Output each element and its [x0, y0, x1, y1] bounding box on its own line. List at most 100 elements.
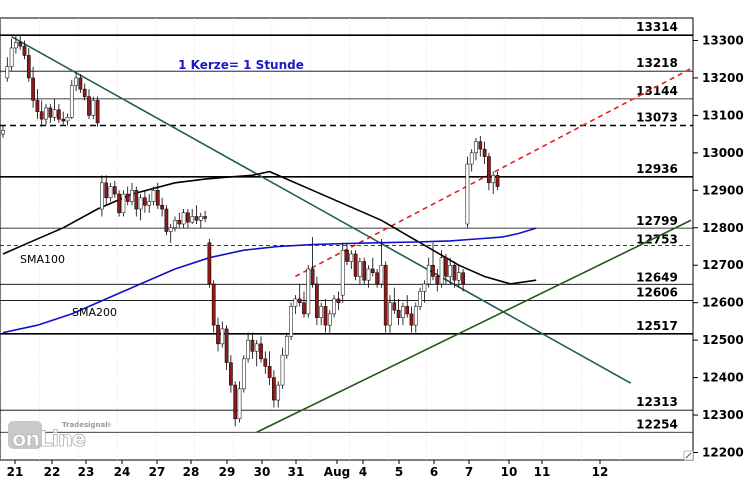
candle-body-18 [78, 77, 83, 90]
candle-28 [121, 190, 126, 217]
candle-15 [65, 113, 70, 126]
candle-115 [495, 171, 500, 191]
candle-111 [478, 135, 483, 157]
candle-body-45 [194, 216, 199, 221]
candle-58 [250, 332, 255, 359]
candle-body-50 [216, 324, 220, 345]
candle-body-87 [375, 272, 379, 285]
candle-body-67 [289, 306, 293, 337]
candle-97 [418, 287, 422, 311]
candle-20 [87, 89, 91, 120]
candle-body-47 [203, 216, 207, 219]
tradesignal-online-logo: Tradesignal ® onLine [8, 421, 112, 451]
candle-body-64 [276, 384, 281, 401]
candle-69 [297, 283, 302, 307]
candle-72 [310, 237, 315, 288]
candle-body-39 [168, 227, 173, 232]
candle-body-24 [104, 182, 109, 199]
candle-body-110 [474, 141, 478, 154]
candle-body-10 [44, 107, 48, 120]
candle-65 [280, 347, 285, 389]
candle-body-93 [401, 306, 405, 318]
candle-body-21 [91, 100, 96, 116]
candle-60 [259, 336, 263, 363]
candle-70 [302, 291, 306, 318]
candle-body-85 [366, 268, 371, 281]
candle-body-1 [5, 66, 10, 79]
candle-26 [112, 180, 117, 198]
candle-body-8 [35, 100, 40, 112]
candle-body-66 [284, 336, 289, 356]
candle-body-59 [254, 343, 259, 352]
x-tick-label-6: 29 [219, 465, 236, 479]
candle-23 [100, 175, 104, 217]
candle-body-28 [121, 193, 126, 214]
candle-body-74 [319, 306, 324, 318]
candle-body-17 [74, 77, 78, 86]
sma100-label: SMA100 [20, 253, 65, 266]
candle-56 [241, 355, 246, 393]
candle-body-115 [495, 175, 500, 187]
x-tick-label-2: 23 [78, 465, 95, 479]
candle-53 [229, 355, 233, 393]
candle-77 [332, 295, 336, 318]
candle-body-60 [259, 343, 263, 360]
candle-100 [431, 242, 435, 281]
level-label-13218: 13218 [636, 56, 678, 70]
resistance-trendline [295, 67, 692, 278]
candle-114 [491, 171, 496, 195]
y-tick-label-12600: 12600 [702, 296, 744, 310]
candle-82 [353, 250, 358, 281]
logo-product: onLine [12, 427, 86, 451]
candle-50 [216, 317, 220, 352]
candle-37 [160, 197, 164, 217]
candle-body-23 [100, 182, 104, 210]
candle-91 [392, 287, 397, 314]
x-tick-label-16: 12 [592, 465, 609, 479]
candle-49 [211, 280, 216, 333]
candle-64 [276, 381, 281, 408]
candle-46 [198, 212, 203, 228]
candle-9 [39, 100, 44, 127]
candle-body-16 [69, 85, 74, 118]
candle-98 [422, 280, 427, 303]
candle-body-31 [134, 190, 139, 210]
candle-body-48 [207, 242, 212, 285]
candle-body-114 [491, 175, 496, 184]
x-tick-label-13: 7 [465, 465, 473, 479]
candle-body-34 [147, 201, 152, 206]
grid-layer [0, 17, 694, 461]
y-tick-label-13200: 13200 [702, 71, 744, 85]
resize-corner-icon[interactable] [683, 450, 694, 461]
candle-99 [426, 257, 431, 288]
x-tick-label-4: 27 [149, 465, 166, 479]
y-tick-label-12400: 12400 [702, 371, 744, 385]
candle-44 [190, 209, 195, 225]
x-tick-label-9: Aug [324, 465, 350, 479]
candle-41 [177, 212, 182, 228]
candle-body-78 [336, 298, 341, 303]
axis-layer: 13300 13200 13100 13000 12900 12800 12700 12600… [7, 33, 744, 479]
candle-body-3 [14, 42, 18, 49]
level-label-12649: 12649 [636, 270, 678, 284]
candle-body-49 [211, 283, 216, 326]
candle-96 [413, 302, 418, 333]
chart-title: 1 Kerze= 1 Stunde [178, 58, 304, 72]
candle-3 [14, 35, 18, 54]
candle-103 [444, 253, 448, 284]
candle-92 [396, 298, 401, 326]
candle-body-76 [327, 313, 332, 326]
candle-89 [383, 261, 388, 333]
candle-19 [82, 83, 87, 101]
candle-8 [35, 89, 40, 120]
candle-body-19 [82, 88, 87, 97]
candle-body-20 [87, 96, 91, 116]
candle-body-32 [138, 197, 143, 210]
candle-body-54 [233, 384, 238, 420]
candle-18 [78, 74, 83, 93]
candle-102 [439, 250, 444, 288]
candle-67 [289, 302, 293, 341]
candle-body-65 [280, 354, 285, 386]
candle-11 [48, 104, 53, 123]
candle-12 [52, 98, 57, 122]
